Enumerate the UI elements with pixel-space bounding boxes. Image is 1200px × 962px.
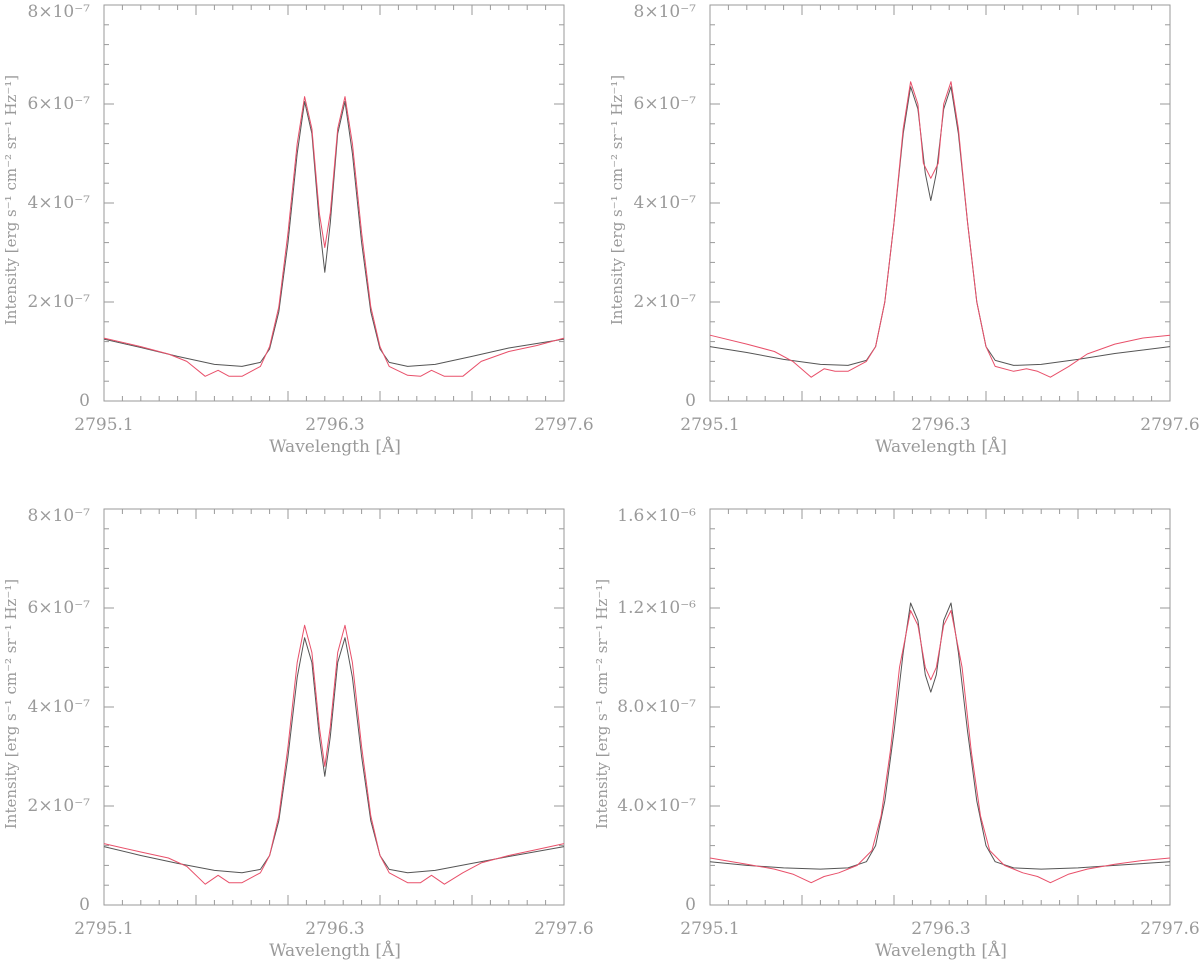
y-tick-label: 0	[685, 895, 696, 915]
y-tick-label: 8×10⁻⁷	[28, 2, 91, 22]
x-tick-label: 2795.1	[680, 415, 739, 435]
x-tick-label: 2797.6	[1140, 415, 1199, 435]
x-tick-label: 2796.3	[911, 919, 970, 939]
y-tick-label: 6×10⁻⁷	[28, 94, 91, 114]
y-tick-label: 0	[79, 895, 90, 915]
x-tick-label: 2797.6	[534, 415, 593, 435]
y-tick-label: 2×10⁻⁷	[28, 796, 91, 816]
y-tick-label: 1.6×10⁻⁶	[617, 506, 696, 526]
tick-marks	[103, 508, 565, 906]
x-axis-label: Wavelength [Å]	[875, 436, 1007, 457]
x-tick-label: 2796.3	[305, 415, 364, 435]
series-layer	[709, 602, 1171, 884]
x-tick-label: 2795.1	[74, 415, 133, 435]
y-axis-label: Intensity [erg s⁻¹ cm⁻² sr⁻¹ Hz⁻¹]	[2, 579, 20, 829]
y-tick-label: 0	[685, 391, 696, 411]
y-tick-label: 8×10⁻⁷	[28, 506, 91, 526]
series-layer	[103, 96, 565, 377]
x-tick-label: 2797.6	[1140, 919, 1199, 939]
series-line-red	[103, 96, 565, 377]
y-tick-label: 2×10⁻⁷	[28, 292, 91, 312]
y-tick-label: 0	[79, 391, 90, 411]
plot-frame	[103, 508, 565, 906]
panel-top-right: 0 2×10⁻⁷ 4×10⁻⁷ 6×10⁻⁷ 8×10⁻⁷ 2795.1 279…	[608, 2, 1200, 457]
series-line-black	[103, 101, 565, 367]
y-tick-label: 4×10⁻⁷	[28, 193, 91, 213]
x-tick-label: 2795.1	[74, 919, 133, 939]
y-tick-label: 4.0×10⁻⁷	[617, 796, 696, 816]
y-tick-label: 6×10⁻⁷	[634, 94, 697, 114]
plot-frame	[709, 508, 1171, 906]
x-axis-label: Wavelength [Å]	[269, 940, 401, 961]
y-tick-label: 4×10⁻⁷	[28, 697, 91, 717]
x-tick-label: 2796.3	[305, 919, 364, 939]
plot-frame	[103, 4, 565, 402]
y-axis-label: Intensity [erg s⁻¹ cm⁻² sr⁻¹ Hz⁻¹]	[2, 75, 20, 325]
panel-top-left: 0 2×10⁻⁷ 4×10⁻⁷ 6×10⁻⁷ 8×10⁻⁷ 2795.1 279…	[2, 2, 594, 457]
series-line-black	[103, 637, 565, 874]
series-line-red	[709, 610, 1171, 884]
y-axis-label: Intensity [erg s⁻¹ cm⁻² sr⁻¹ Hz⁻¹]	[593, 579, 611, 829]
y-tick-label: 8×10⁻⁷	[634, 2, 697, 22]
x-tick-label: 2796.3	[911, 415, 970, 435]
series-layer	[103, 624, 565, 885]
series-line-red	[709, 81, 1171, 378]
series-layer	[709, 81, 1171, 378]
x-axis-label: Wavelength [Å]	[269, 436, 401, 457]
tick-marks	[103, 4, 565, 402]
plot-frame	[709, 4, 1171, 402]
y-tick-label: 2×10⁻⁷	[634, 292, 697, 312]
x-tick-label: 2797.6	[534, 919, 593, 939]
panel-bottom-right: 0 4.0×10⁻⁷ 8.0×10⁻⁷ 1.2×10⁻⁶ 1.6×10⁻⁶ 27…	[593, 506, 1200, 961]
y-tick-label: 6×10⁻⁷	[28, 598, 91, 618]
y-axis-label: Intensity [erg s⁻¹ cm⁻² sr⁻¹ Hz⁻¹]	[608, 75, 626, 325]
y-tick-label: 4×10⁻⁷	[634, 193, 697, 213]
tick-marks	[709, 508, 1171, 906]
y-tick-label: 1.2×10⁻⁶	[617, 598, 696, 618]
series-line-black	[709, 86, 1171, 366]
panel-bottom-left: 0 2×10⁻⁷ 4×10⁻⁷ 6×10⁻⁷ 8×10⁻⁷ 2795.1 279…	[2, 506, 594, 961]
x-tick-label: 2795.1	[680, 919, 739, 939]
series-line-black	[709, 602, 1171, 870]
y-tick-label: 8.0×10⁻⁷	[617, 697, 696, 717]
series-line-red	[103, 624, 565, 885]
x-axis-label: Wavelength [Å]	[875, 940, 1007, 961]
tick-marks	[709, 4, 1171, 402]
